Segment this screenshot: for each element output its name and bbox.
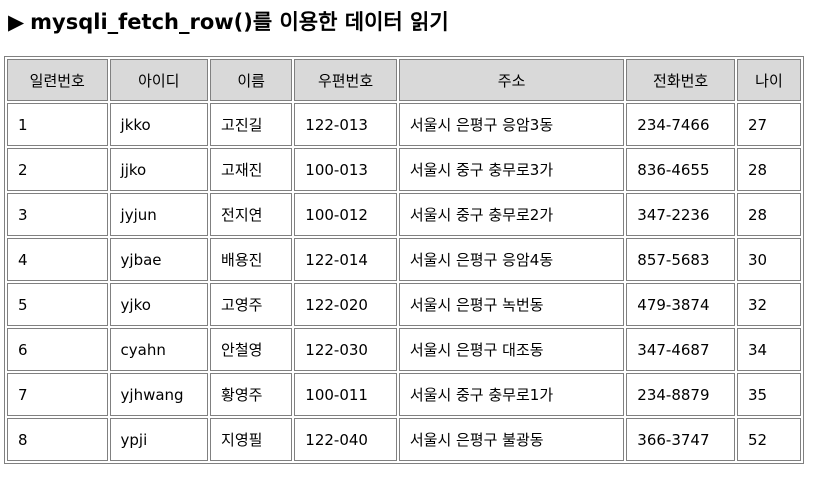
cell-age: 32 (736, 283, 801, 326)
cell-name: 배용진 (210, 238, 293, 281)
header-address: 주소 (398, 59, 625, 101)
table-row: 1 jkko 고진길 122-013 서울시 은평구 응암3동 234-7466… (7, 103, 801, 146)
cell-address: 서울시 중구 충무로3가 (398, 148, 625, 191)
table-header-row: 일련번호 아이디 이름 우편번호 주소 전화번호 나이 (7, 59, 801, 101)
cell-name: 고진길 (210, 103, 293, 146)
cell-serial: 6 (7, 328, 108, 371)
header-id: 아이디 (109, 59, 209, 101)
cell-address: 서울시 은평구 응암3동 (398, 103, 625, 146)
cell-id: yjhwang (109, 373, 209, 416)
cell-age: 28 (736, 193, 801, 236)
header-serial: 일련번호 (7, 59, 108, 101)
cell-name: 전지연 (210, 193, 293, 236)
cell-age: 34 (736, 328, 801, 371)
cell-serial: 5 (7, 283, 108, 326)
cell-address: 서울시 중구 충무로2가 (398, 193, 625, 236)
header-name: 이름 (210, 59, 293, 101)
cell-id: yjko (109, 283, 209, 326)
cell-phone: 234-8879 (626, 373, 735, 416)
cell-name: 황영주 (210, 373, 293, 416)
cell-id: cyahn (109, 328, 209, 371)
cell-phone: 857-5683 (626, 238, 735, 281)
header-age: 나이 (736, 59, 801, 101)
table-row: 4 yjbae 배용진 122-014 서울시 은평구 응암4동 857-568… (7, 238, 801, 281)
triangle-right-icon: ▶ (8, 10, 25, 34)
cell-phone: 347-4687 (626, 328, 735, 371)
header-zipcode: 우편번호 (294, 59, 397, 101)
cell-serial: 3 (7, 193, 108, 236)
page-title-text: mysqli_fetch_row()를 이용한 데이터 읽기 (30, 10, 449, 34)
cell-age: 52 (736, 418, 801, 461)
cell-id: yjbae (109, 238, 209, 281)
cell-zipcode: 122-014 (294, 238, 397, 281)
cell-serial: 8 (7, 418, 108, 461)
table-row: 3 jyjun 전지연 100-012 서울시 중구 충무로2가 347-223… (7, 193, 801, 236)
cell-address: 서울시 은평구 대조동 (398, 328, 625, 371)
cell-zipcode: 100-012 (294, 193, 397, 236)
cell-zipcode: 100-013 (294, 148, 397, 191)
cell-zipcode: 122-030 (294, 328, 397, 371)
cell-phone: 836-4655 (626, 148, 735, 191)
cell-address: 서울시 은평구 응암4동 (398, 238, 625, 281)
cell-zipcode: 122-020 (294, 283, 397, 326)
cell-serial: 7 (7, 373, 108, 416)
cell-phone: 479-3874 (626, 283, 735, 326)
cell-name: 고영주 (210, 283, 293, 326)
cell-id: jjko (109, 148, 209, 191)
cell-age: 27 (736, 103, 801, 146)
cell-age: 28 (736, 148, 801, 191)
cell-phone: 366-3747 (626, 418, 735, 461)
table-row: 7 yjhwang 황영주 100-011 서울시 중구 충무로1가 234-8… (7, 373, 801, 416)
cell-name: 지영필 (210, 418, 293, 461)
cell-address: 서울시 은평구 불광동 (398, 418, 625, 461)
cell-serial: 2 (7, 148, 108, 191)
cell-age: 35 (736, 373, 801, 416)
cell-phone: 234-7466 (626, 103, 735, 146)
members-table: 일련번호 아이디 이름 우편번호 주소 전화번호 나이 1 jkko 고진길 1… (4, 56, 804, 464)
cell-name: 안철영 (210, 328, 293, 371)
cell-zipcode: 122-013 (294, 103, 397, 146)
cell-id: jyjun (109, 193, 209, 236)
page-title: ▶ mysqli_fetch_row()를 이용한 데이터 읽기 (8, 6, 449, 38)
table-row: 2 jjko 고재진 100-013 서울시 중구 충무로3가 836-4655… (7, 148, 801, 191)
header-phone: 전화번호 (626, 59, 735, 101)
cell-zipcode: 122-040 (294, 418, 397, 461)
table-row: 6 cyahn 안철영 122-030 서울시 은평구 대조동 347-4687… (7, 328, 801, 371)
cell-serial: 1 (7, 103, 108, 146)
cell-address: 서울시 중구 충무로1가 (398, 373, 625, 416)
table-row: 5 yjko 고영주 122-020 서울시 은평구 녹번동 479-3874 … (7, 283, 801, 326)
cell-id: jkko (109, 103, 209, 146)
cell-name: 고재진 (210, 148, 293, 191)
table-row: 8 ypji 지영필 122-040 서울시 은평구 불광동 366-3747 … (7, 418, 801, 461)
cell-id: ypji (109, 418, 209, 461)
cell-phone: 347-2236 (626, 193, 735, 236)
cell-age: 30 (736, 238, 801, 281)
cell-zipcode: 100-011 (294, 373, 397, 416)
cell-address: 서울시 은평구 녹번동 (398, 283, 625, 326)
cell-serial: 4 (7, 238, 108, 281)
